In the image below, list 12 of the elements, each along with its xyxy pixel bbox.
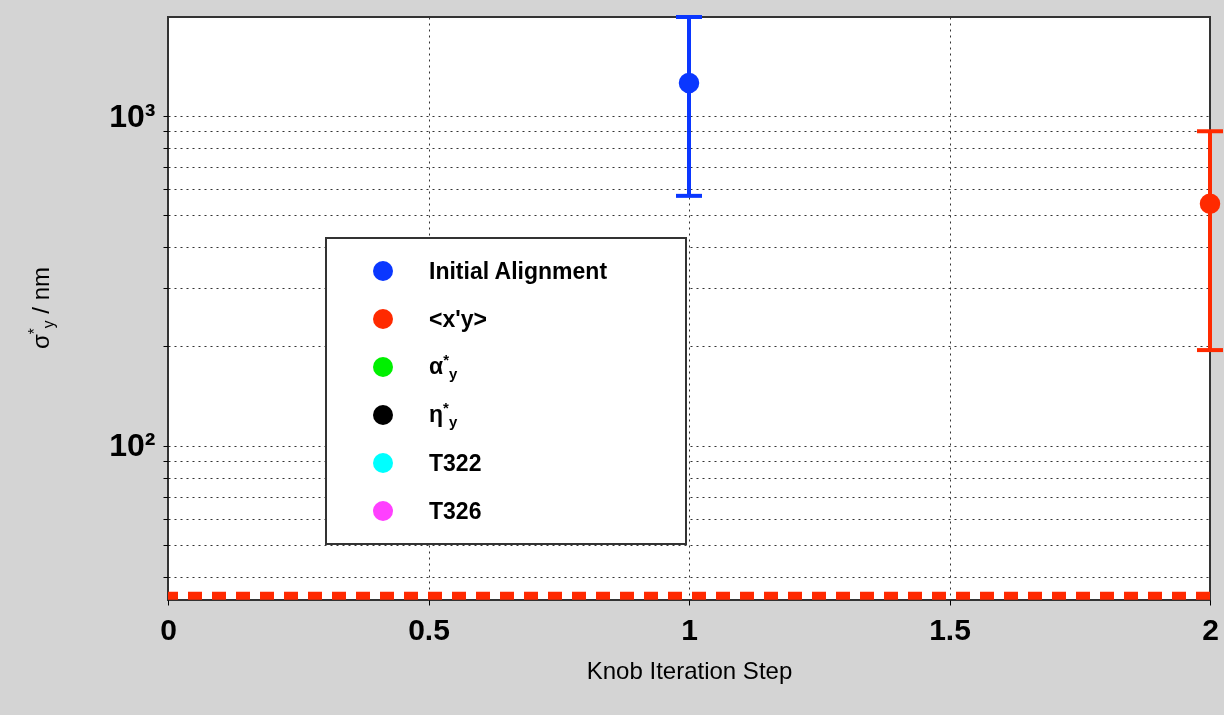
x-tick-label: 1 — [681, 612, 698, 646]
y-tick-label: 10² — [109, 427, 156, 464]
x-tick-label: 0 — [160, 612, 177, 646]
legend-label: <x'y> — [429, 305, 487, 333]
x-axis-title: Knob Iteration Step — [586, 656, 793, 684]
x-tick-label: 0.5 — [408, 612, 450, 646]
y-tick-label: 10³ — [109, 97, 156, 134]
x-tick-label: 1.5 — [929, 612, 971, 646]
legend-label: Initial Alignment — [429, 257, 608, 285]
legend-label: T322 — [429, 449, 482, 477]
x-tick-label: 2 — [1202, 612, 1219, 646]
legend-label: T326 — [429, 497, 482, 525]
